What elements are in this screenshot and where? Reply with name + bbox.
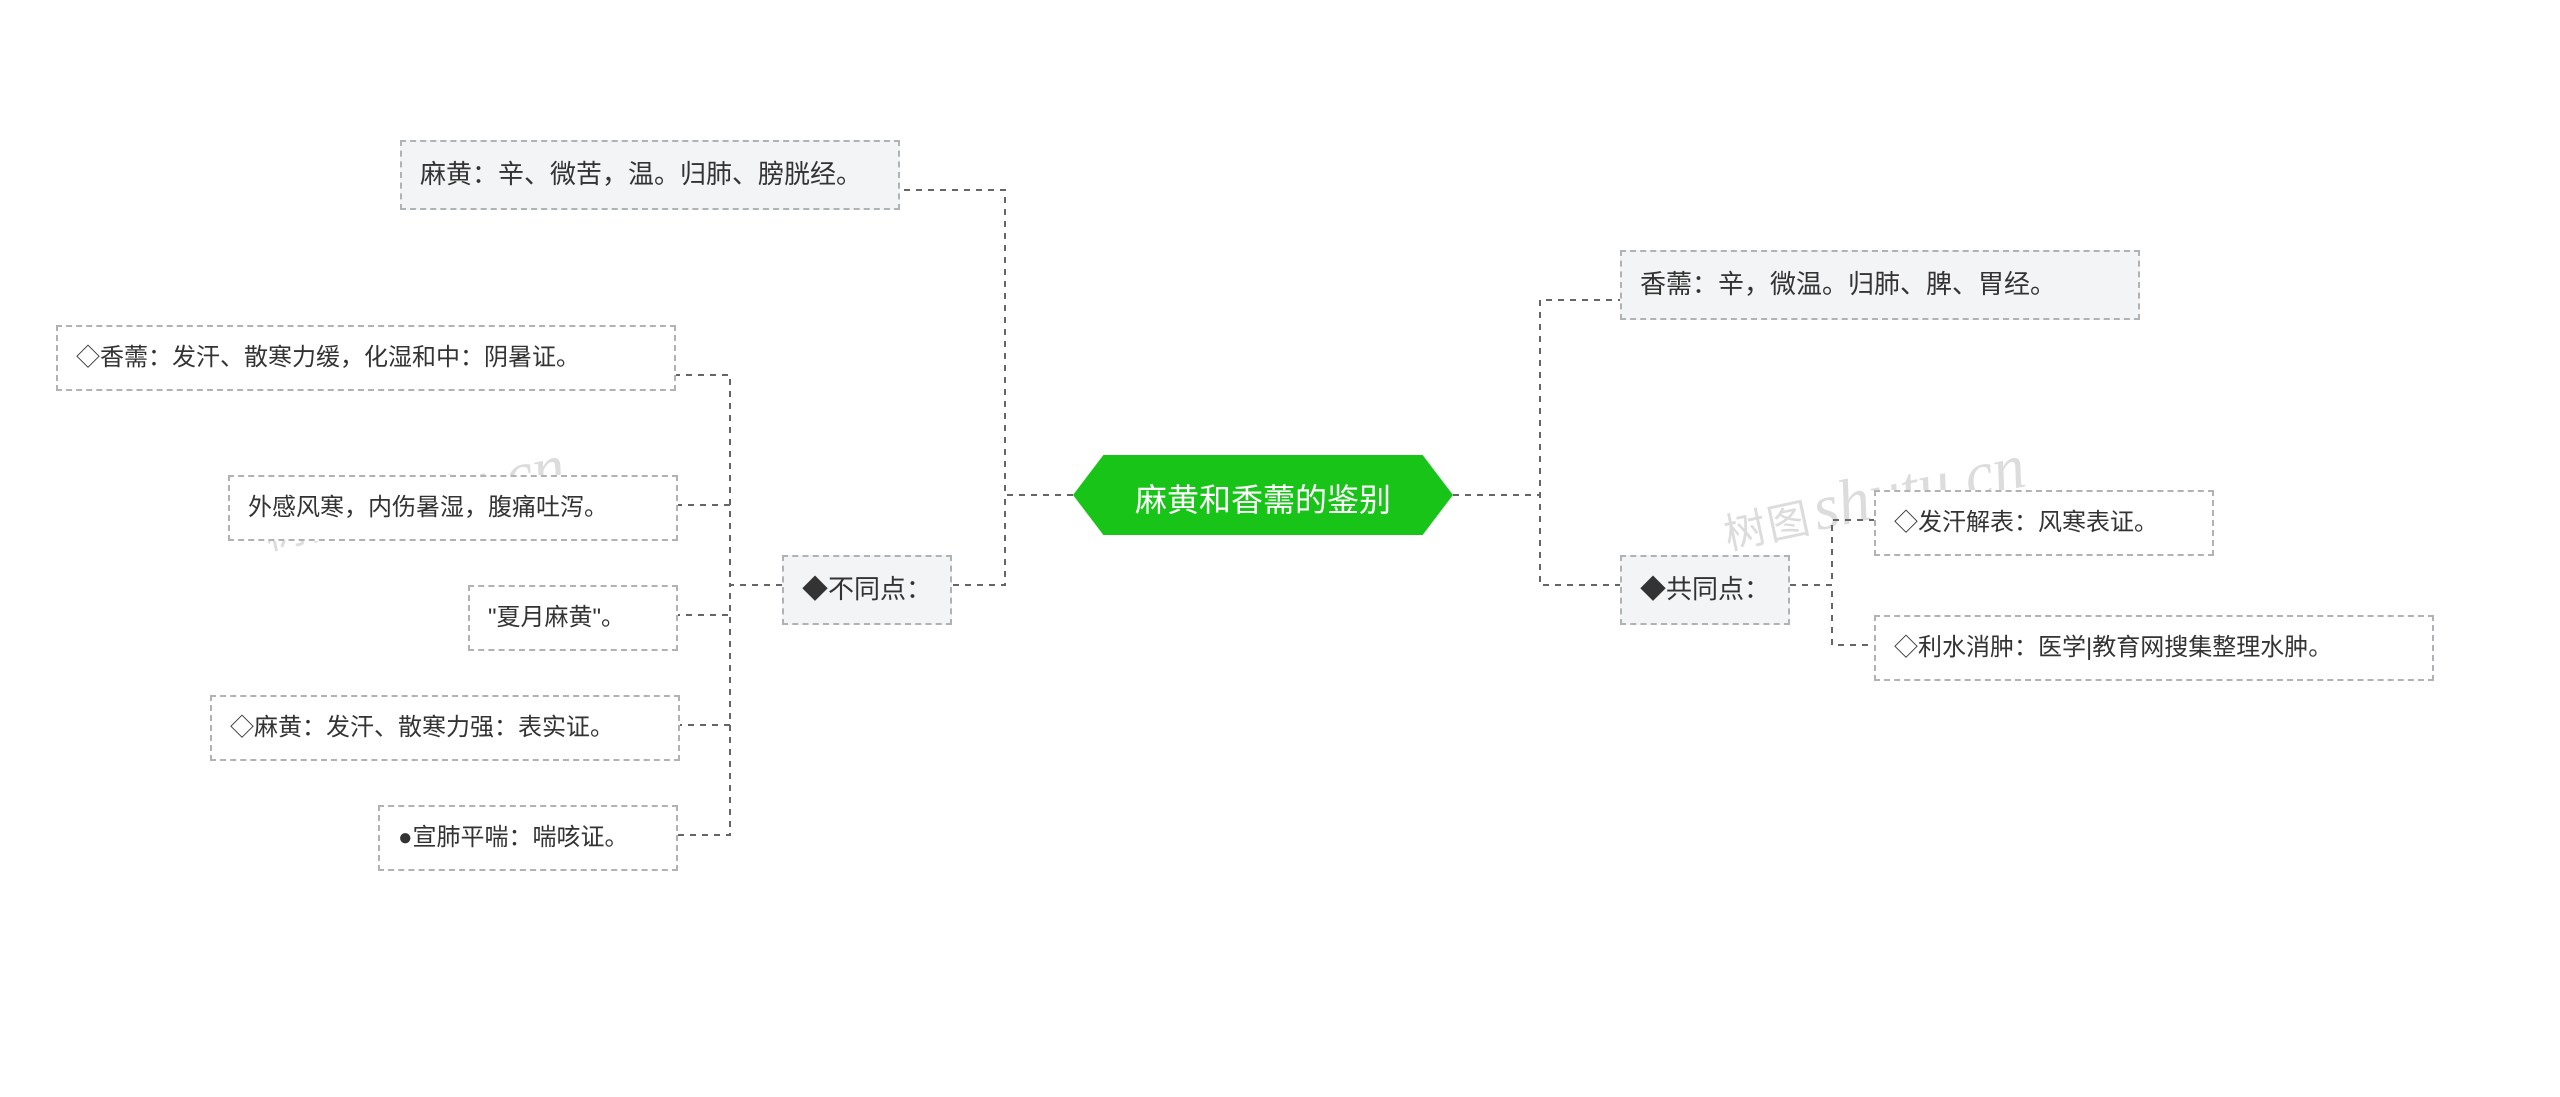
edge <box>900 190 1073 495</box>
node-text: 麻黄：辛、微苦，温。归肺、膀胱经。 <box>420 159 862 189</box>
node-common-fahan[interactable]: ◇发汗解表：风寒表证。 <box>1874 490 2214 556</box>
edge <box>1453 300 1620 495</box>
node-text: ◆不同点： <box>802 574 932 604</box>
edge <box>1790 520 1874 585</box>
node-commonalities[interactable]: ◆共同点： <box>1620 555 1790 625</box>
edge <box>1790 585 1874 645</box>
node-diff-xiangru[interactable]: ◇香薷：发汗、散寒力缓，化湿和中：阴暑证。 <box>56 325 676 391</box>
node-text: ●宣肺平喘：喘咳证。 <box>398 824 629 851</box>
node-left-mahuang[interactable]: 麻黄：辛、微苦，温。归肺、膀胱经。 <box>400 140 900 210</box>
node-text: ◇利水消肿：医学|教育网搜集整理水肿。 <box>1894 634 2332 661</box>
edge <box>678 585 782 835</box>
node-text: 香薷：辛，微温。归肺、脾、胃经。 <box>1640 269 2056 299</box>
node-text: 外感风寒，内伤暑湿，腹痛吐泻。 <box>248 494 608 521</box>
edge <box>680 585 782 725</box>
edge <box>678 585 782 615</box>
node-text: ◇发汗解表：风寒表证。 <box>1894 509 2158 536</box>
watermark-label: 树图 <box>1720 494 1816 558</box>
edge <box>1453 495 1620 585</box>
node-text: ◇麻黄：发汗、散寒力强：表实证。 <box>230 714 614 741</box>
node-text: ◆共同点： <box>1640 574 1770 604</box>
node-diff-waigan[interactable]: 外感风寒，内伤暑湿，腹痛吐泻。 <box>228 475 678 541</box>
node-diff-mahuang[interactable]: ◇麻黄：发汗、散寒力强：表实证。 <box>210 695 680 761</box>
node-diff-xuanfei[interactable]: ●宣肺平喘：喘咳证。 <box>378 805 678 871</box>
edge <box>678 505 782 585</box>
root-label: 麻黄和香薷的鉴别 <box>1135 482 1391 518</box>
node-common-lishui[interactable]: ◇利水消肿：医学|教育网搜集整理水肿。 <box>1874 615 2434 681</box>
edge <box>952 495 1073 585</box>
node-text: ◇香薷：发汗、散寒力缓，化湿和中：阴暑证。 <box>76 344 580 371</box>
edge <box>676 375 782 585</box>
node-text: "夏月麻黄"。 <box>488 604 625 631</box>
node-differences[interactable]: ◆不同点： <box>782 555 952 625</box>
root-node[interactable]: 麻黄和香薷的鉴别 <box>1073 455 1453 535</box>
node-diff-xiayue[interactable]: "夏月麻黄"。 <box>468 585 678 651</box>
node-right-xiangru[interactable]: 香薷：辛，微温。归肺、脾、胃经。 <box>1620 250 2140 320</box>
